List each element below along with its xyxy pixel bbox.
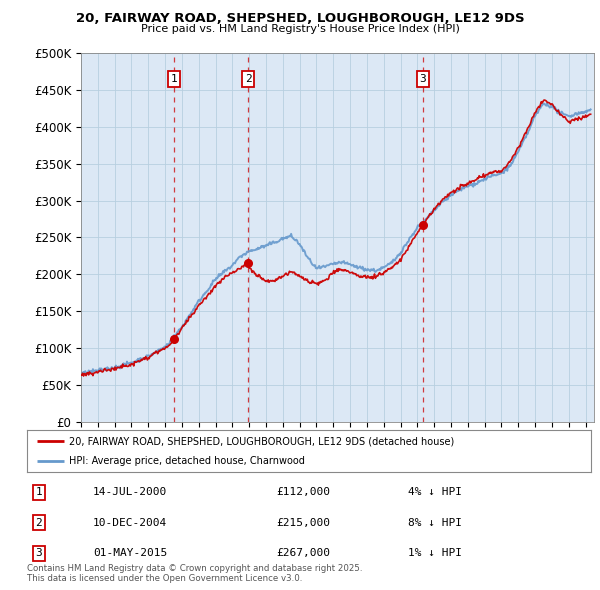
Text: £215,000: £215,000 — [276, 518, 330, 527]
Text: 3: 3 — [35, 549, 43, 558]
Text: £267,000: £267,000 — [276, 549, 330, 558]
Text: 2: 2 — [245, 74, 251, 84]
Text: 1: 1 — [35, 487, 43, 497]
Text: 1% ↓ HPI: 1% ↓ HPI — [408, 549, 462, 558]
Text: 3: 3 — [419, 74, 427, 84]
Text: 10-DEC-2004: 10-DEC-2004 — [93, 518, 167, 527]
Text: 01-MAY-2015: 01-MAY-2015 — [93, 549, 167, 558]
Text: 2: 2 — [35, 518, 43, 527]
Text: 14-JUL-2000: 14-JUL-2000 — [93, 487, 167, 497]
Text: 8% ↓ HPI: 8% ↓ HPI — [408, 518, 462, 527]
Text: Price paid vs. HM Land Registry's House Price Index (HPI): Price paid vs. HM Land Registry's House … — [140, 24, 460, 34]
Text: 1: 1 — [171, 74, 178, 84]
Text: Contains HM Land Registry data © Crown copyright and database right 2025.
This d: Contains HM Land Registry data © Crown c… — [27, 563, 362, 583]
Text: 4% ↓ HPI: 4% ↓ HPI — [408, 487, 462, 497]
Text: £112,000: £112,000 — [276, 487, 330, 497]
Text: 20, FAIRWAY ROAD, SHEPSHED, LOUGHBOROUGH, LE12 9DS: 20, FAIRWAY ROAD, SHEPSHED, LOUGHBOROUGH… — [76, 12, 524, 25]
Text: HPI: Average price, detached house, Charnwood: HPI: Average price, detached house, Char… — [70, 456, 305, 466]
Text: 20, FAIRWAY ROAD, SHEPSHED, LOUGHBOROUGH, LE12 9DS (detached house): 20, FAIRWAY ROAD, SHEPSHED, LOUGHBOROUGH… — [70, 437, 455, 447]
